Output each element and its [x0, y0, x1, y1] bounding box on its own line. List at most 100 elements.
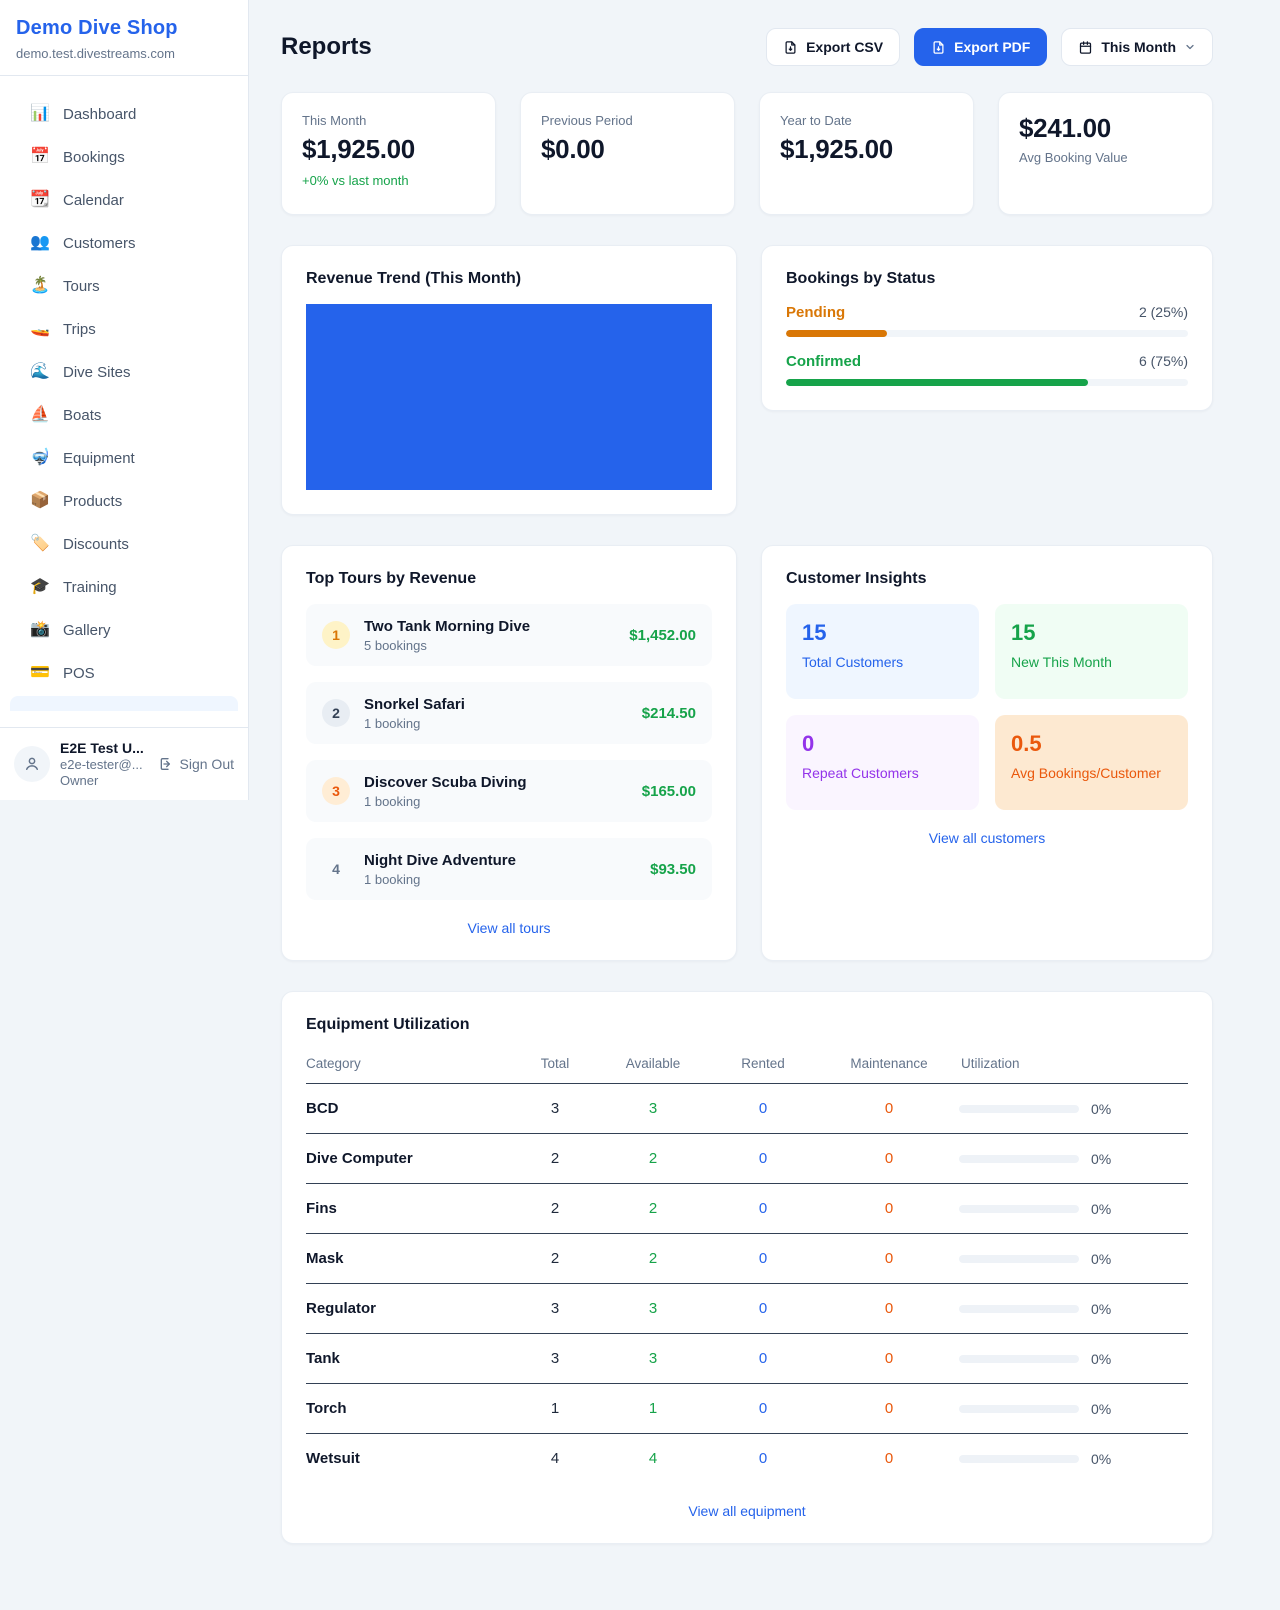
table-cell: 0: [707, 1083, 819, 1134]
sidebar-item-equipment[interactable]: 🤿 Equipment: [10, 438, 238, 478]
bookings-icon: 📅: [30, 148, 50, 165]
sidebar-item-label: Equipment: [63, 449, 135, 467]
tile-avg-bookings-customer: 0.5 Avg Bookings/Customer: [995, 715, 1188, 810]
utilization-percent: 0%: [1091, 1450, 1112, 1467]
rank-badge: 2: [322, 699, 350, 727]
trips-icon: 🚤: [30, 320, 50, 337]
table-header-row: Category Total Available Rented Maintena…: [306, 1048, 1188, 1084]
pos-icon: 💳: [30, 664, 50, 681]
stat-label: This Month: [302, 113, 367, 128]
stat-label: Avg Booking Value: [1019, 150, 1128, 165]
table-cell: 3: [599, 1283, 707, 1334]
table-cell: 1: [599, 1383, 707, 1434]
tour-name: Discover Scuba Diving: [364, 773, 527, 791]
table-cell: Dive Computer: [306, 1133, 511, 1184]
table-cell: 2: [511, 1233, 599, 1284]
utilization-percent: 0%: [1091, 1400, 1112, 1417]
sidebar: Demo Dive Shop demo.test.divestreams.com…: [0, 0, 249, 800]
utilization-cell: 0%: [959, 1434, 1188, 1484]
sidebar-item-active-partial[interactable]: [10, 696, 238, 711]
main-content: Reports Export CSV Export PDF: [249, 0, 1213, 1584]
utilization-bar: [959, 1404, 1079, 1413]
customer-insights-title: Customer Insights: [786, 570, 927, 587]
status-bar-fill-pending: [786, 330, 887, 337]
view-all-tours-link[interactable]: View all tours: [467, 920, 551, 936]
equipment-utilization-title: Equipment Utilization: [306, 1016, 470, 1033]
sidebar-item-boats[interactable]: ⛵ Boats: [10, 395, 238, 435]
sidebar-item-dashboard[interactable]: 📊 Dashboard: [10, 94, 238, 134]
user-name: E2E Test U...: [60, 740, 144, 756]
sign-out-label: Sign Out: [179, 756, 234, 772]
utilization-cell: 0%: [959, 1183, 1188, 1234]
tour-name: Snorkel Safari: [364, 695, 465, 713]
period-label: This Month: [1101, 39, 1176, 55]
view-all-equipment-link[interactable]: View all equipment: [688, 1503, 806, 1519]
sidebar-item-training[interactable]: 🎓 Training: [10, 567, 238, 607]
table-cell: 3: [599, 1333, 707, 1384]
sidebar-item-customers[interactable]: 👥 Customers: [10, 223, 238, 263]
table-cell: 4: [648, 1450, 658, 1467]
status-row-confirmed: Confirmed 6 (75%): [786, 353, 1188, 386]
table-cell: 0: [707, 1283, 819, 1334]
sidebar-item-dive-sites[interactable]: 🌊 Dive Sites: [10, 352, 238, 392]
page-title: Reports: [281, 33, 372, 60]
training-icon: 🎓: [30, 578, 50, 595]
table-cell: 0: [707, 1333, 819, 1384]
table-cell: 0: [707, 1133, 819, 1184]
stat-value: $1,925.00: [302, 134, 415, 164]
sidebar-item-products[interactable]: 📦 Products: [10, 481, 238, 521]
utilization-percent: 0%: [1091, 1250, 1112, 1267]
bookings-by-status-title: Bookings by Status: [786, 270, 936, 287]
sidebar-item-discounts[interactable]: 🏷️ Discounts: [10, 524, 238, 564]
table-row: Tank 3 3 0 0 0%: [306, 1333, 1188, 1384]
utilization-cell: 0%: [959, 1283, 1188, 1334]
sign-out-button[interactable]: Sign Out: [158, 756, 234, 772]
table-cell: 2: [599, 1233, 707, 1284]
utilization-cell: 0%: [959, 1233, 1188, 1284]
tour-revenue: $214.50: [641, 704, 696, 722]
view-all-customers-link[interactable]: View all customers: [928, 830, 1046, 846]
sidebar-item-label: Tours: [63, 277, 100, 295]
top-tours-panel: Top Tours by Revenue 1 Two Tank Morning …: [281, 545, 737, 961]
table-row: Wetsuit 4 4 0 0 0%: [306, 1434, 1188, 1484]
utilization-bar: [959, 1254, 1079, 1263]
sidebar-item-gallery[interactable]: 📸 Gallery: [10, 610, 238, 650]
tour-row: 4 Night Dive Adventure 1 booking $93.50: [306, 838, 712, 900]
table-cell: 3: [511, 1083, 599, 1134]
utilization-cell: 0%: [959, 1083, 1188, 1134]
sidebar-item-label: Calendar: [63, 191, 124, 209]
tile-label: Avg Bookings/Customer: [1011, 765, 1161, 781]
sidebar-item-tours[interactable]: 🏝️ Tours: [10, 266, 238, 306]
tour-revenue: $1,452.00: [629, 626, 696, 644]
sidebar-item-label: Customers: [63, 234, 136, 252]
sidebar-item-pos[interactable]: 💳 POS: [10, 653, 238, 693]
customer-insights-panel: Customer Insights 15 Total Customers 15 …: [761, 545, 1213, 961]
status-value-pending: 2 (25%): [1138, 304, 1188, 320]
table-cell: 1: [511, 1383, 599, 1434]
sidebar-item-label: Dive Sites: [63, 363, 131, 381]
sidebar-item-trips[interactable]: 🚤 Trips: [10, 309, 238, 349]
export-pdf-button[interactable]: Export PDF: [914, 28, 1048, 66]
period-dropdown[interactable]: This Month: [1061, 28, 1213, 66]
table-cell: 0: [819, 1183, 959, 1234]
table-cell: 0: [758, 1450, 768, 1467]
utilization-percent: 0%: [1091, 1350, 1112, 1367]
sidebar-item-calendar[interactable]: 📆 Calendar: [10, 180, 238, 220]
table-cell: 2: [511, 1183, 599, 1234]
tours-icon: 🏝️: [30, 277, 50, 294]
utilization-percent: 0%: [1091, 1300, 1112, 1317]
export-csv-button[interactable]: Export CSV: [766, 28, 901, 66]
tour-bookings: 1 booking: [364, 793, 421, 809]
user-email: e2e-tester@...: [60, 757, 143, 772]
sidebar-item-label: Gallery: [63, 621, 111, 639]
column-header-maintenance: Maintenance: [819, 1048, 959, 1084]
user-role: Owner: [60, 773, 99, 788]
stat-card-avg-booking-value: $241.00 Avg Booking Value: [998, 92, 1213, 215]
column-header-utilization: Utilization: [959, 1048, 1188, 1084]
sidebar-item-bookings[interactable]: 📅 Bookings: [10, 137, 238, 177]
utilization-cell: 0%: [959, 1383, 1188, 1434]
tour-bookings: 5 bookings: [364, 637, 427, 653]
user-info: E2E Test U... e2e-tester@... Owner: [60, 740, 154, 788]
utilization-bar: [959, 1154, 1079, 1163]
export-csv-icon: [785, 40, 796, 54]
